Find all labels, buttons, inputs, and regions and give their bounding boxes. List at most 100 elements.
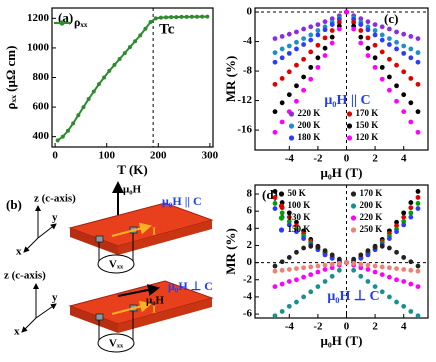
data-point xyxy=(344,9,349,15)
data-point xyxy=(372,42,378,48)
legend-label: 170 K xyxy=(356,108,379,118)
data-point xyxy=(286,50,292,56)
data-point xyxy=(272,50,278,56)
data-point xyxy=(372,22,378,27)
data-point xyxy=(315,42,321,48)
data-point xyxy=(336,26,342,32)
data-point xyxy=(322,248,328,253)
data-point xyxy=(117,57,122,62)
data-point xyxy=(358,273,364,279)
field-label: μ₀H xyxy=(146,295,165,307)
voltmeter xyxy=(97,254,135,274)
data-point xyxy=(379,64,385,70)
data-point xyxy=(322,252,328,258)
x-tick-label: 2 xyxy=(372,153,378,165)
data-point xyxy=(386,42,392,47)
data-point xyxy=(401,69,407,75)
y-tick-label: -16 xyxy=(237,124,252,136)
data-point xyxy=(294,29,299,35)
y-tick-label: -4 xyxy=(243,290,253,302)
data-point xyxy=(358,22,364,27)
data-point xyxy=(415,206,421,211)
data-point xyxy=(372,284,378,290)
data-point xyxy=(394,277,399,283)
data-point xyxy=(401,109,407,115)
data-point xyxy=(308,76,314,82)
data-point xyxy=(86,96,91,101)
data-point xyxy=(394,249,399,255)
data-point xyxy=(401,50,407,56)
legend-marker xyxy=(278,227,285,233)
data-point xyxy=(294,39,299,45)
data-point xyxy=(372,269,378,275)
data-point xyxy=(301,245,307,251)
data-point xyxy=(394,83,399,89)
data-point xyxy=(351,26,357,32)
legend-marker xyxy=(278,191,285,197)
data-point xyxy=(415,263,421,269)
voltmeter xyxy=(97,333,135,353)
data-point xyxy=(415,36,421,42)
data-point xyxy=(329,252,335,258)
y-tick-label: -6 xyxy=(243,308,253,320)
data-line xyxy=(57,15,208,142)
data-point xyxy=(336,267,342,273)
data-point xyxy=(372,263,378,269)
data-point xyxy=(112,62,117,67)
data-point xyxy=(329,273,335,279)
data-point xyxy=(365,248,371,253)
electrode xyxy=(95,313,104,321)
data-point xyxy=(153,16,158,21)
axis-label: y xyxy=(52,292,58,304)
data-point xyxy=(322,19,328,25)
data-point xyxy=(272,59,278,65)
data-point xyxy=(408,259,414,265)
data-point xyxy=(272,195,278,200)
data-point xyxy=(365,262,371,268)
data-point xyxy=(169,15,174,20)
data-point xyxy=(315,269,321,275)
data-point xyxy=(386,294,392,300)
x-tick-label: -4 xyxy=(285,153,295,165)
data-point xyxy=(358,261,364,267)
data-point xyxy=(401,303,407,309)
y-tick-label: -2 xyxy=(243,273,253,285)
data-point xyxy=(386,236,392,241)
legend-label: 200 K xyxy=(360,200,383,210)
data-point xyxy=(358,40,364,46)
data-point xyxy=(286,210,292,216)
data-point xyxy=(415,284,421,290)
data-point xyxy=(322,35,328,41)
axis-label: x xyxy=(14,326,20,338)
data-point xyxy=(279,309,285,314)
data-point xyxy=(408,200,414,205)
data-point xyxy=(401,214,407,220)
data-point xyxy=(189,14,194,19)
wire xyxy=(98,311,134,340)
data-point xyxy=(315,244,321,250)
legend-marker xyxy=(346,135,353,141)
legend-marker xyxy=(278,215,285,221)
geometry-label: μ₀H ⊥ C xyxy=(168,279,213,293)
data-point xyxy=(358,16,364,22)
data-point xyxy=(401,219,407,224)
legend-marker xyxy=(350,215,357,221)
electrode xyxy=(95,235,104,243)
data-point xyxy=(279,100,285,106)
data-point xyxy=(329,261,335,267)
data-point xyxy=(415,129,421,135)
data-point xyxy=(301,87,307,93)
data-point xyxy=(394,46,399,52)
data-point xyxy=(386,245,392,251)
data-point xyxy=(408,267,414,273)
x-tick-label: -2 xyxy=(313,153,323,165)
data-point xyxy=(372,64,378,70)
legend-label: ρₓₓ xyxy=(74,15,88,29)
legend-marker xyxy=(350,203,357,209)
x-axis-label: μ₀H (T) xyxy=(321,333,363,348)
data-point xyxy=(408,214,414,220)
data-point xyxy=(322,53,328,58)
